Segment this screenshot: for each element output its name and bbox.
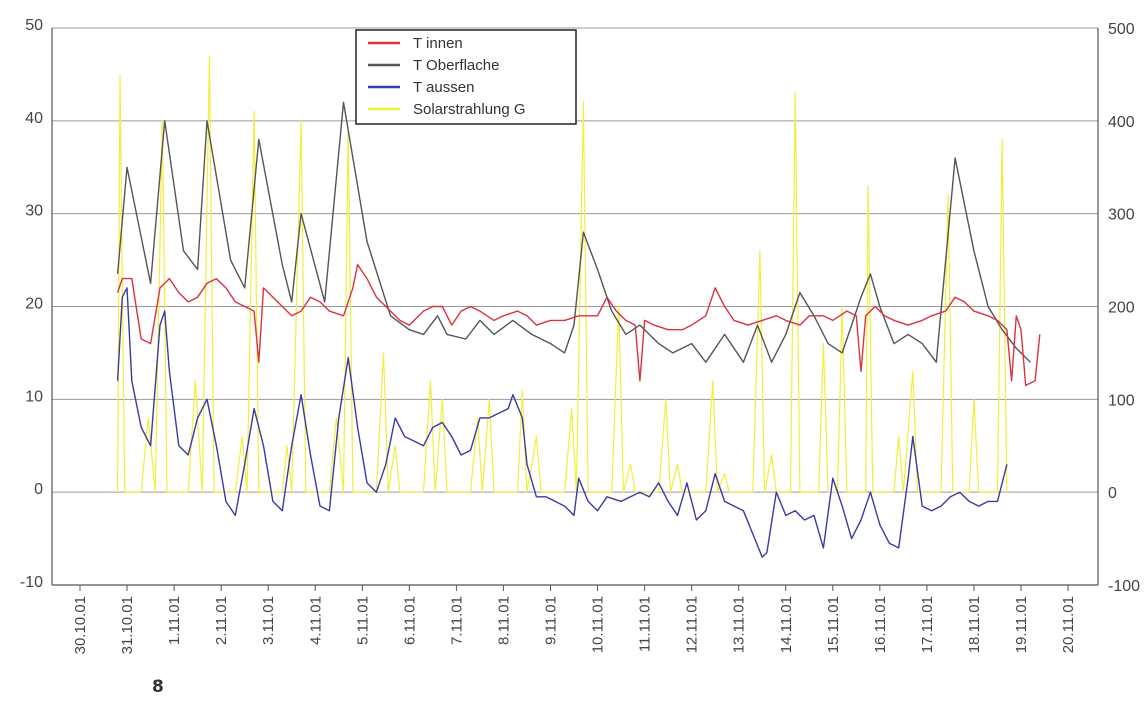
series-line-t-oberflache — [116, 101, 1031, 363]
x-tick-label: 18.11.01 — [966, 596, 983, 653]
series-line-t-innen — [116, 264, 1041, 387]
x-tick-label: 10.11.01 — [590, 596, 607, 653]
legend-label-solarstrahlung: Solarstrahlung G — [413, 101, 526, 118]
x-tick-label: 11.11.01 — [637, 596, 654, 652]
x-tick-label: 16.11.01 — [872, 596, 889, 653]
y-right-tick-label: 0 — [1108, 485, 1117, 502]
series-group — [116, 55, 1041, 558]
x-tick-label: 6.11.01 — [401, 596, 418, 645]
y-left-tick-label: 50 — [25, 17, 43, 34]
page-number: 8 — [152, 677, 164, 697]
legend-label-t-innen: T innen — [413, 35, 463, 52]
legend: T innen T Oberflache T aussen Solarstrah… — [355, 29, 577, 125]
x-tick-label: 2.11.01 — [213, 596, 230, 645]
series-line-solarstrahlung-g — [117, 55, 1008, 493]
legend-label-t-oberflache: T Oberflache — [413, 57, 499, 74]
x-tick-label: 17.11.01 — [919, 596, 936, 653]
y-right-tick-label: 500 — [1108, 21, 1135, 38]
x-tick-label: 4.11.01 — [307, 596, 324, 645]
x-tick-label: 3.11.01 — [260, 596, 277, 645]
x-tick-label: 31.10.01 — [119, 596, 136, 654]
y-left-tick-label: 0 — [34, 481, 43, 498]
y-right-tick-label: 300 — [1108, 207, 1135, 224]
y-left-tick-label: 30 — [25, 203, 43, 220]
x-tick-label: 12.11.01 — [684, 596, 701, 653]
x-tick-label: 19.11.01 — [1013, 596, 1030, 653]
y-left-tick-label: 10 — [25, 388, 43, 405]
x-tick-label: 8.11.01 — [495, 596, 512, 645]
series-line-t-aussen — [116, 287, 1008, 558]
legend-label-t-aussen: T aussen — [413, 79, 474, 96]
x-tick-label: 20.11.01 — [1060, 596, 1077, 653]
y-right-tick-label: -100 — [1108, 578, 1140, 595]
y-right-tick-label: 200 — [1108, 300, 1135, 317]
axes: 50 500 40 400 30 300 20 200 10 100 0 0 -10 -100 30.10.… — [20, 17, 1140, 654]
y-left-tick-label: 20 — [25, 296, 43, 313]
y-right-tick-label: 100 — [1108, 392, 1135, 409]
x-tick-label: 14.11.01 — [778, 596, 795, 653]
x-tick-label: 15.11.01 — [825, 596, 842, 653]
x-tick-label: 30.10.01 — [72, 596, 89, 654]
x-tick-label: 5.11.01 — [354, 596, 371, 645]
x-tick-label: 7.11.01 — [448, 596, 465, 645]
x-tick-label: 13.11.01 — [731, 596, 748, 653]
x-tick-label: 1.11.01 — [166, 596, 183, 645]
y-left-tick-label: -10 — [20, 574, 43, 591]
y-left-tick-label: 40 — [25, 110, 43, 127]
x-tick-label: 9.11.01 — [543, 596, 560, 645]
y-right-tick-label: 400 — [1108, 114, 1135, 131]
